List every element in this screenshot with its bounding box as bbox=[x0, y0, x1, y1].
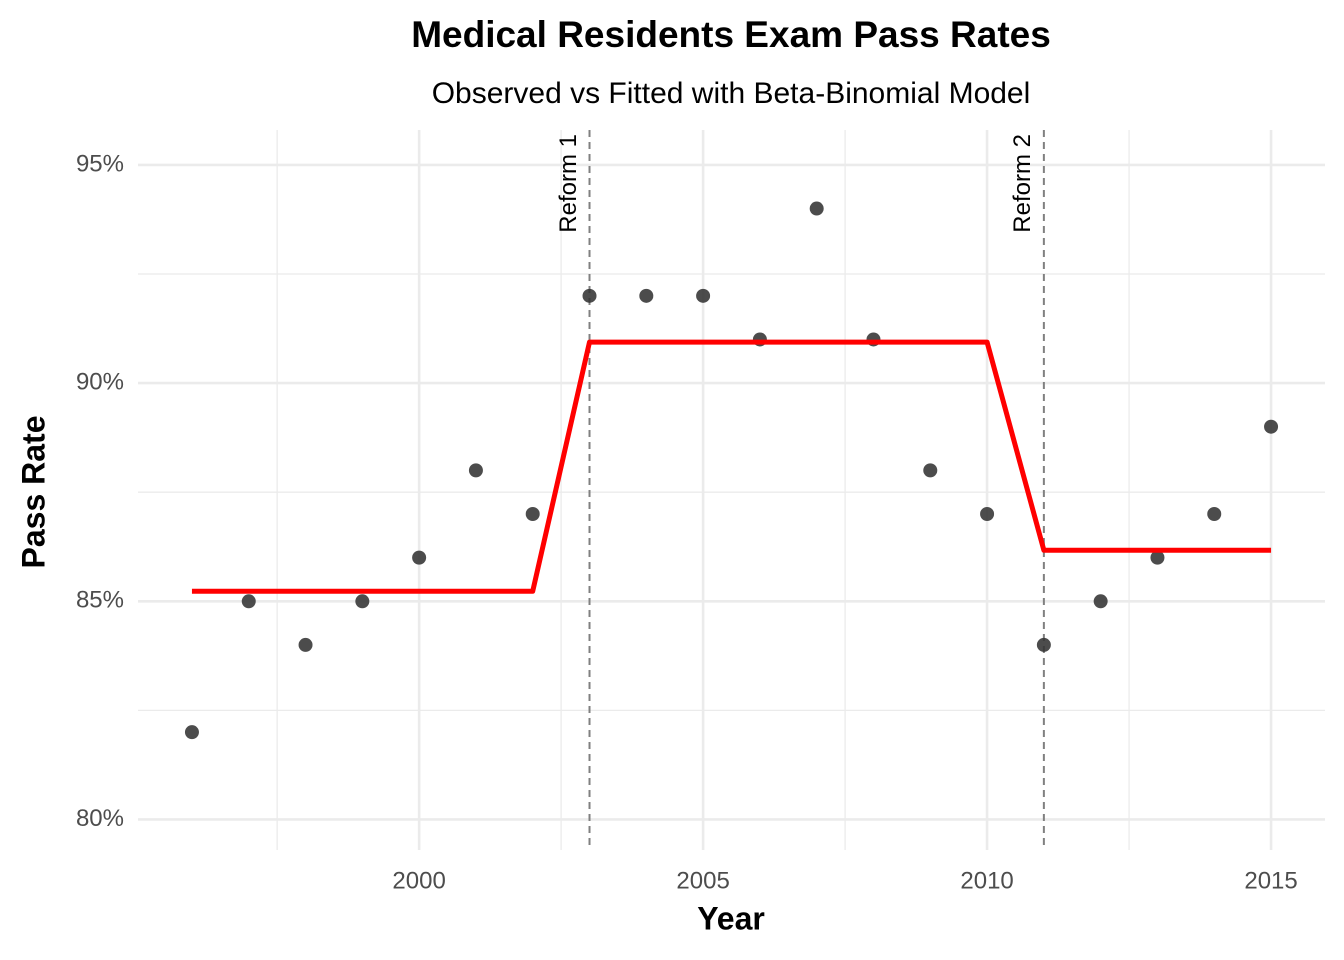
data-point bbox=[1207, 507, 1222, 521]
y-axis-title: Pass Rate bbox=[15, 416, 51, 569]
y-tick-label: 95% bbox=[76, 150, 124, 177]
y-tick-label: 80% bbox=[76, 805, 124, 832]
data-point bbox=[923, 463, 938, 478]
data-point bbox=[582, 288, 597, 303]
x-tick-label: 2005 bbox=[676, 867, 729, 894]
chart-title: Medical Residents Exam Pass Rates bbox=[411, 14, 1051, 55]
x-axis-title: Year bbox=[697, 900, 765, 936]
y-tick-label: 85% bbox=[76, 587, 124, 614]
data-point bbox=[184, 725, 199, 740]
data-point bbox=[696, 288, 711, 303]
x-tick-label: 2000 bbox=[392, 867, 445, 894]
data-point bbox=[412, 550, 427, 565]
annotation-label: Reform 2 bbox=[1009, 134, 1036, 233]
data-point bbox=[1093, 594, 1108, 609]
y-tick-label: 90% bbox=[76, 368, 124, 395]
annotation-label: Reform 1 bbox=[555, 134, 582, 233]
data-point bbox=[298, 637, 313, 652]
data-point bbox=[355, 594, 370, 609]
x-tick-label: 2015 bbox=[1244, 867, 1297, 894]
data-point bbox=[1036, 637, 1051, 652]
chart-subtitle: Observed vs Fitted with Beta-Binomial Mo… bbox=[432, 77, 1031, 110]
data-point bbox=[1264, 419, 1279, 434]
data-point bbox=[809, 201, 824, 216]
data-point bbox=[525, 507, 540, 521]
fitted-line bbox=[191, 339, 1272, 594]
data-point bbox=[1150, 550, 1165, 565]
x-tick-label: 2010 bbox=[960, 867, 1013, 894]
data-point bbox=[639, 288, 654, 303]
data-point bbox=[980, 507, 995, 521]
data-point bbox=[468, 463, 483, 478]
data-point bbox=[241, 594, 256, 609]
